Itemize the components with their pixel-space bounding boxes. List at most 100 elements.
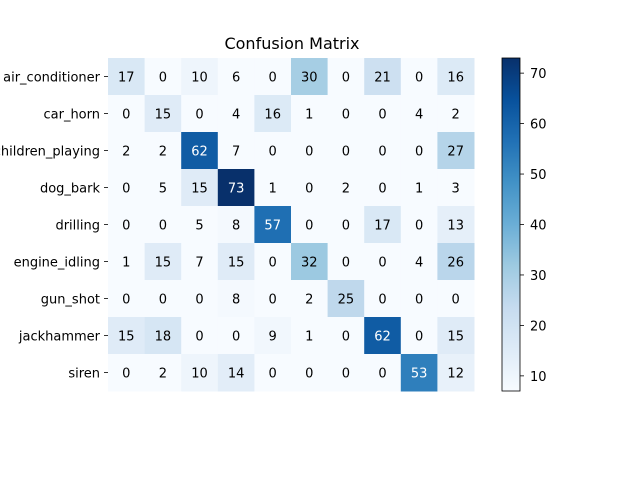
heatmap-cell bbox=[108, 280, 146, 318]
heatmap-cell bbox=[254, 206, 292, 244]
heatmap-cell bbox=[144, 243, 182, 281]
colorbar-tick-label: 60 bbox=[530, 118, 547, 133]
heatmap-cell bbox=[181, 206, 219, 244]
colorbar-tick-label: 50 bbox=[530, 168, 547, 183]
cell-value-label: 2 bbox=[342, 182, 350, 197]
heatmap-cell bbox=[254, 132, 292, 170]
cell-value-label: 0 bbox=[159, 219, 167, 234]
heatmap-cell bbox=[400, 169, 438, 207]
heatmap-cell bbox=[437, 132, 475, 170]
cell-value-label: 14 bbox=[228, 367, 245, 382]
heatmap-cell bbox=[108, 317, 146, 355]
heatmap-cell bbox=[437, 280, 475, 318]
heatmap-cell bbox=[144, 317, 182, 355]
cell-value-label: 0 bbox=[232, 330, 240, 345]
cell-value-label: 0 bbox=[269, 256, 277, 271]
cell-value-label: 0 bbox=[342, 256, 350, 271]
cell-value-label: 15 bbox=[191, 182, 208, 197]
cell-value-label: 30 bbox=[301, 71, 318, 86]
cell-value-label: 1 bbox=[305, 108, 313, 123]
heatmap-cell bbox=[254, 280, 292, 318]
heatmap-cell bbox=[217, 95, 255, 133]
heatmap-cell bbox=[217, 280, 255, 318]
cell-value-label: 15 bbox=[155, 108, 172, 123]
heatmap-cell bbox=[181, 132, 219, 170]
heatmap-cell bbox=[181, 354, 219, 392]
colorbar-gradient bbox=[501, 57, 521, 392]
y-tick-label: siren bbox=[68, 367, 100, 382]
heatmap-cell bbox=[217, 132, 255, 170]
cell-value-label: 0 bbox=[378, 145, 386, 160]
cell-value-label: 0 bbox=[122, 367, 130, 382]
heatmap-cell bbox=[327, 317, 365, 355]
heatmap-cell bbox=[327, 58, 365, 96]
heatmap-cell bbox=[254, 317, 292, 355]
heatmap-cell bbox=[217, 317, 255, 355]
cell-value-label: 0 bbox=[122, 293, 130, 308]
heatmap-cell bbox=[291, 243, 329, 281]
cell-value-label: 25 bbox=[338, 293, 355, 308]
cell-value-label: 0 bbox=[195, 293, 203, 308]
cell-value-label: 0 bbox=[195, 108, 203, 123]
cell-value-label: 13 bbox=[447, 219, 464, 234]
heatmap-cell bbox=[144, 95, 182, 133]
heatmap-cell bbox=[364, 317, 402, 355]
cell-value-label: 2 bbox=[159, 145, 167, 160]
heatmap-cell bbox=[291, 280, 329, 318]
cell-value-label: 0 bbox=[342, 367, 350, 382]
heatmap-cell bbox=[437, 58, 475, 96]
heatmap-cell bbox=[400, 354, 438, 392]
y-tick-label: gun_shot bbox=[41, 293, 100, 308]
heatmap-cell bbox=[291, 95, 329, 133]
heatmap-cell bbox=[364, 132, 402, 170]
y-tick-label: car_horn bbox=[43, 108, 100, 123]
heatmap-cell bbox=[364, 169, 402, 207]
cell-value-label: 0 bbox=[415, 145, 423, 160]
cell-value-label: 0 bbox=[342, 219, 350, 234]
cell-value-label: 7 bbox=[195, 256, 203, 271]
heatmap-cell bbox=[437, 243, 475, 281]
heatmap-cell bbox=[217, 243, 255, 281]
cell-value-label: 0 bbox=[415, 330, 423, 345]
cell-value-label: 0 bbox=[415, 293, 423, 308]
cell-value-label: 0 bbox=[415, 219, 423, 234]
cell-value-label: 2 bbox=[305, 293, 313, 308]
cell-value-label: 0 bbox=[415, 71, 423, 86]
cell-value-label: 8 bbox=[232, 219, 240, 234]
heatmap-cell bbox=[144, 132, 182, 170]
heatmap-cell bbox=[108, 354, 146, 392]
heatmap-cell bbox=[437, 95, 475, 133]
chart-title: Confusion Matrix bbox=[224, 34, 359, 53]
cell-value-label: 0 bbox=[195, 330, 203, 345]
cell-value-label: 10 bbox=[191, 367, 208, 382]
heatmap-cell bbox=[181, 317, 219, 355]
cell-value-label: 16 bbox=[264, 108, 281, 123]
heatmap-cell bbox=[254, 354, 292, 392]
heatmap-cell bbox=[217, 169, 255, 207]
heatmap-cell bbox=[327, 169, 365, 207]
heatmap-cells: 17 0 10 6 0 30 0 21 0 160 15 0 4 16 1 0 0 4 22 2 62 7 0 0 0 0 0 270… bbox=[108, 58, 475, 392]
heatmap-cell bbox=[364, 58, 402, 96]
cell-value-label: 5 bbox=[195, 219, 203, 234]
cell-value-label: 1 bbox=[415, 182, 423, 197]
cell-value-label: 0 bbox=[269, 145, 277, 160]
heatmap-cell bbox=[144, 169, 182, 207]
cell-value-label: 8 bbox=[232, 293, 240, 308]
colorbar-tick-label: 10 bbox=[530, 370, 547, 385]
heatmap-cell bbox=[327, 280, 365, 318]
cell-value-label: 1 bbox=[305, 330, 313, 345]
cell-value-label: 6 bbox=[232, 71, 240, 86]
cell-value-label: 32 bbox=[301, 256, 318, 271]
heatmap-cell bbox=[327, 132, 365, 170]
cell-value-label: 1 bbox=[122, 256, 130, 271]
cell-value-label: 0 bbox=[122, 182, 130, 197]
cell-value-label: 0 bbox=[342, 71, 350, 86]
heatmap-cell bbox=[364, 206, 402, 244]
cell-value-label: 0 bbox=[342, 108, 350, 123]
cell-value-label: 27 bbox=[447, 145, 464, 160]
cell-value-label: 9 bbox=[269, 330, 277, 345]
cell-value-label: 15 bbox=[447, 330, 464, 345]
y-axis-tick-labels: air_conditioner car_horn children_playingd… bbox=[0, 71, 108, 382]
cell-value-label: 5 bbox=[159, 182, 167, 197]
cell-value-label: 21 bbox=[374, 71, 391, 86]
